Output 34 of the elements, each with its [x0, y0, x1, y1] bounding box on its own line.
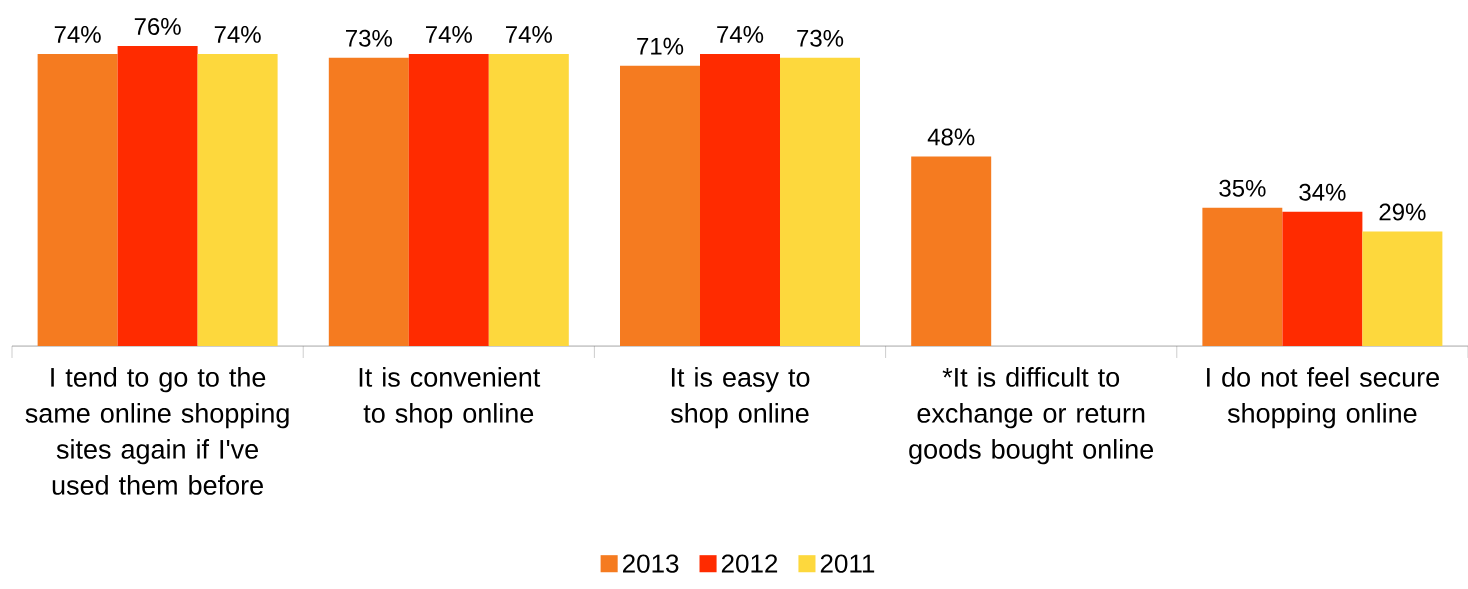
data-label: 73%: [346, 29, 392, 47]
data-label: 76%: [134, 17, 181, 35]
data-label: 74%: [426, 26, 472, 43]
data-label: 74%: [54, 26, 101, 43]
bar: [1362, 231, 1443, 346]
bar: [488, 53, 569, 346]
bar: [328, 57, 409, 346]
x-tick-label: It is easy to shop online: [670, 367, 810, 429]
x-tick-label: I do not feel secure shopping online: [1207, 367, 1439, 429]
data-label: 71%: [637, 37, 684, 55]
data-label: 73%: [797, 29, 844, 47]
x-tick-label: It is convenient to shop online: [359, 367, 541, 429]
bar: [620, 65, 700, 346]
bar: [37, 53, 118, 346]
bar: [408, 53, 489, 346]
legend-label: 2012: [721, 554, 778, 573]
data-label: 74%: [506, 26, 552, 43]
bar: [780, 57, 860, 346]
data-label: 74%: [717, 26, 764, 43]
data-label: 48%: [927, 128, 975, 146]
data-label: 34%: [1299, 183, 1346, 201]
bar: [197, 53, 278, 346]
bar: [117, 45, 198, 346]
bar: [911, 156, 992, 346]
bar: [700, 53, 780, 346]
legend-label: 2011: [820, 554, 875, 573]
data-label: 29%: [1379, 203, 1426, 221]
bar: [1202, 207, 1283, 346]
data-label: 74%: [214, 26, 261, 43]
data-label: 35%: [1219, 179, 1266, 197]
x-tick-label: *It is difficult to exchange or return goods bought online: [909, 367, 1154, 465]
bar: [1282, 211, 1363, 346]
x-tick-label: I tend to go to the same online shopping sites again if I've used them before: [25, 367, 289, 495]
legend-label: 2013: [622, 554, 679, 573]
